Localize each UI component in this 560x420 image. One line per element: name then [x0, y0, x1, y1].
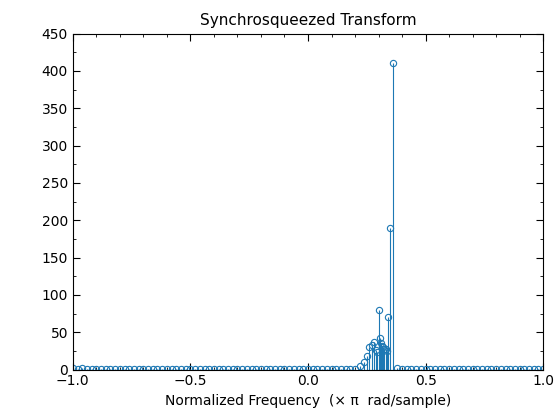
X-axis label: Normalized Frequency  (× π  rad/sample): Normalized Frequency (× π rad/sample): [165, 394, 451, 408]
Title: Synchrosqueezed Transform: Synchrosqueezed Transform: [200, 13, 416, 28]
